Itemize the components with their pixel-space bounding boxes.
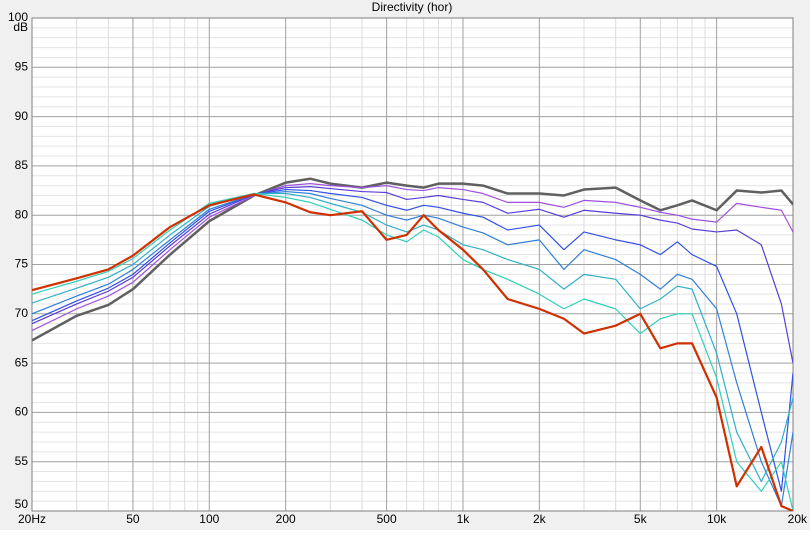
series-line xyxy=(32,192,793,511)
y-tick-label: 70 xyxy=(15,306,29,320)
y-tick-label: 85 xyxy=(15,158,29,172)
chart-title: Directivity (hor) xyxy=(372,0,453,14)
x-tick-label: 1k xyxy=(457,512,471,526)
x-tick-label: 20k xyxy=(788,512,808,526)
series-line xyxy=(32,188,793,492)
x-tick-label: 5k xyxy=(634,512,648,526)
x-tick-label: 20Hz xyxy=(18,512,46,526)
y-tick-label: 95 xyxy=(15,59,29,73)
y-tick-label: 80 xyxy=(15,207,29,221)
series-line xyxy=(32,183,793,332)
y-tick-label: 100 xyxy=(8,10,28,24)
y-tick-label: 65 xyxy=(15,355,29,369)
x-tick-label: 100 xyxy=(199,512,219,526)
x-tick-label: 10k xyxy=(707,512,727,526)
y-tick-label: 75 xyxy=(15,257,29,271)
series-group xyxy=(32,177,793,511)
y-axis-label: dB xyxy=(13,20,28,34)
x-tick-label: 50 xyxy=(126,512,140,526)
plot-border xyxy=(31,17,794,512)
y-tick-label: 90 xyxy=(15,109,29,123)
x-tick-label: 2k xyxy=(533,512,547,526)
y-tick-label: 50 xyxy=(15,497,29,511)
series-line xyxy=(32,190,793,507)
x-tick-label: 500 xyxy=(377,512,397,526)
series-line xyxy=(32,177,793,342)
series-line xyxy=(32,186,793,364)
y-tick-label: 60 xyxy=(15,405,29,419)
series-line xyxy=(32,193,793,511)
y-tick-label: 55 xyxy=(15,454,29,468)
x-tick-label: 200 xyxy=(276,512,296,526)
